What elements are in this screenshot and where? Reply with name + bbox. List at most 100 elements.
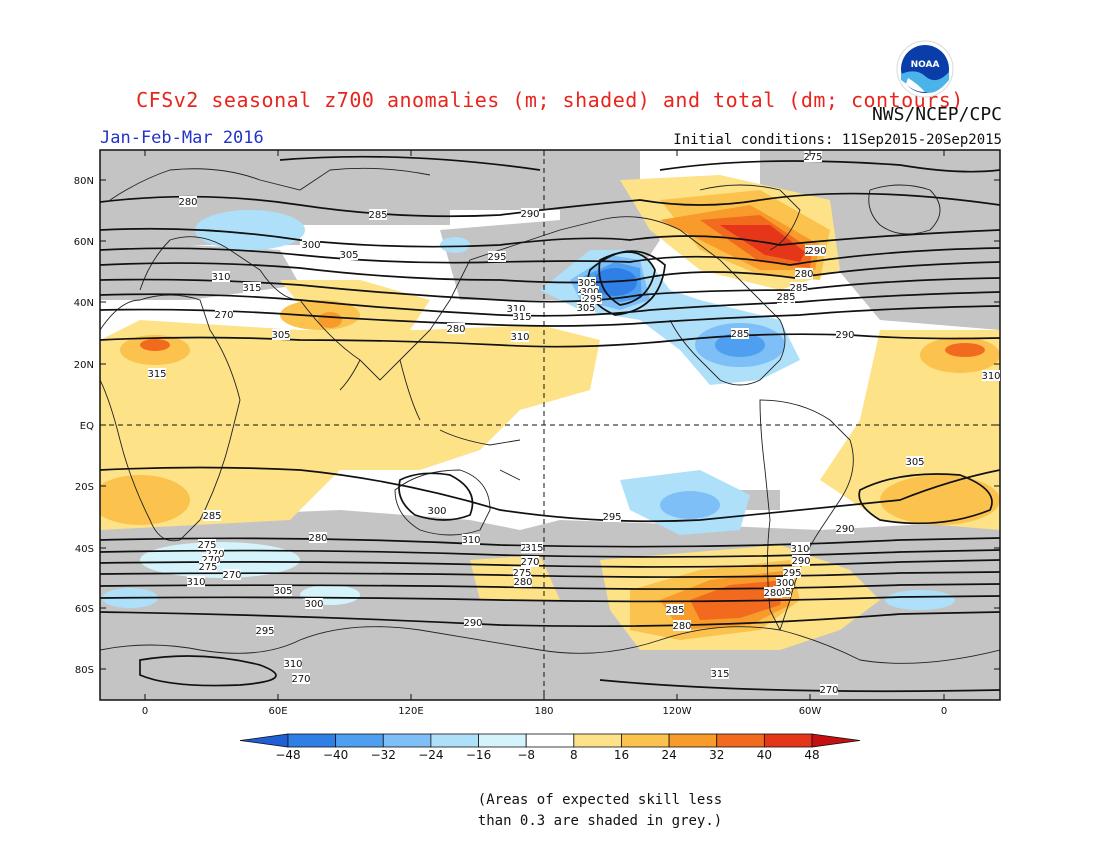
- contour-label-bg: [488, 251, 506, 262]
- colorbar-box: [573, 733, 622, 748]
- contour-label: 275: [198, 562, 217, 573]
- contour-label-bg: [272, 329, 290, 340]
- longitude-axis: 0 60E 120E 180 120W 60W 0: [142, 150, 947, 717]
- footnote-line-1: (Areas of expected skill less: [477, 792, 723, 808]
- colorbar-box: [763, 733, 813, 748]
- footnote-line-2: than 0.3 are shaded in grey.): [477, 813, 723, 829]
- contour-label: 285: [789, 283, 808, 294]
- contour-label-bg: [525, 542, 543, 553]
- lon-tick-label: 120E: [398, 706, 423, 717]
- contour-label-bg: [513, 311, 531, 322]
- contour-label: 275: [512, 568, 531, 579]
- noaa-logo-text: NOAA: [911, 60, 940, 70]
- contour-label: 315: [524, 543, 543, 554]
- colorbar-arrow-low: [239, 733, 289, 748]
- contour-label: 305: [905, 457, 924, 468]
- colorbar-tick-label: 24: [661, 748, 676, 762]
- contour-label: 280: [763, 588, 782, 599]
- contour-label: 310: [510, 332, 529, 343]
- lon-tick-label: 180: [534, 706, 553, 717]
- contour-labels: 2752802852902953003053103152702752802852…: [147, 151, 1001, 696]
- contour-label-bg: [243, 282, 261, 293]
- contour-label-bg: [764, 587, 782, 598]
- contour-label-bg: [284, 658, 302, 669]
- contour-label: 285: [776, 292, 795, 303]
- contour-label-bg: [795, 268, 813, 279]
- lon-tick-label: 60W: [799, 706, 822, 717]
- contour-label-bg: [982, 370, 1000, 381]
- contour-label-bg: [777, 291, 795, 302]
- contour-label-bg: [305, 598, 323, 609]
- contour-label-bg: [447, 323, 465, 334]
- lon-tick-label: 120W: [663, 706, 692, 717]
- contour-label-bg: [584, 293, 602, 304]
- colorbar-box: [478, 733, 527, 748]
- contour-label-bg: [711, 668, 729, 679]
- colorbar-tick-label: 48: [804, 748, 819, 762]
- contour-label: 310: [461, 535, 480, 546]
- contour-label-bg: [309, 532, 327, 543]
- contour-label: 305: [577, 278, 596, 289]
- contour-label-bg: [578, 277, 596, 288]
- lat-tick-label: 80N: [74, 176, 94, 187]
- contour-label: 310: [186, 577, 205, 588]
- contour-label-bg: [513, 567, 531, 578]
- colorbar-box: [287, 733, 337, 748]
- contour-label-bg: [148, 368, 166, 379]
- colorbar-tick-label: −40: [323, 748, 348, 762]
- contour-label: 280: [672, 621, 691, 632]
- contour-label: 290: [520, 209, 539, 220]
- contour-label: 270: [291, 674, 310, 685]
- contour-label-bg: [514, 576, 532, 587]
- contour-label: 315: [710, 669, 729, 680]
- contour-label-bg: [820, 684, 838, 695]
- lat-tick-label: 60S: [75, 604, 94, 615]
- colorbar-tick-label: 16: [614, 748, 629, 762]
- contour-label: 290: [807, 246, 826, 257]
- contour-label: 270: [222, 570, 241, 581]
- noaa-logo: NOAA: [896, 40, 954, 102]
- contour-label: 280: [513, 577, 532, 588]
- contour-label-bg: [223, 569, 241, 580]
- contour-label-bg: [340, 249, 358, 260]
- contour-label: 290: [791, 556, 810, 567]
- lat-tick-label: 40N: [74, 298, 94, 309]
- colorbar-box: [716, 733, 765, 748]
- contour-label-bg: [776, 577, 794, 588]
- colorbar-tick-label: −48: [275, 748, 300, 762]
- latitude-axis: 80N 60N 40N 20N EQ 20S 40S 60S 80S: [74, 176, 1000, 676]
- contour-label-bg: [206, 548, 224, 559]
- contour-label: 285: [665, 605, 684, 616]
- colorbar-box: [621, 733, 670, 748]
- noaa-logo-icon: NOAA: [896, 40, 954, 98]
- contour-label-bg: [521, 556, 539, 567]
- contour-label: 310: [506, 304, 525, 315]
- contour-label-bg: [302, 239, 320, 250]
- contour-label-bg: [462, 534, 480, 545]
- contour-label: 295: [255, 626, 274, 637]
- contour-label-bg: [198, 539, 216, 550]
- colorbar-box: [382, 733, 432, 748]
- contour-label-bg: [783, 567, 801, 578]
- map-title: CFSv2 seasonal z700 anomalies (m; shaded…: [136, 88, 964, 112]
- contour-label-bg: [212, 271, 230, 282]
- contour-label: 300: [580, 287, 599, 298]
- contour-label: 295: [782, 568, 801, 579]
- contour-label-bg: [199, 561, 217, 572]
- contour-label: 270: [201, 555, 220, 566]
- contour-label: 300: [775, 578, 794, 589]
- lon-tick-label: 0: [142, 706, 148, 717]
- contour-label: 285: [368, 210, 387, 221]
- colorbar-box: [668, 733, 718, 748]
- contour-label: 310: [790, 544, 809, 555]
- lon-tick-label: 60E: [268, 706, 287, 717]
- contour-label: 290: [463, 618, 482, 629]
- contour-label: 270: [520, 557, 539, 568]
- colorbar-box: [430, 733, 479, 748]
- contour-label-bg: [792, 555, 810, 566]
- contour-label-bg: [836, 329, 854, 340]
- contour-label: 280: [308, 533, 327, 544]
- initial-conditions: Initial conditions: 11Sep2015-20Sep2015: [673, 132, 1002, 148]
- contour-label: 270: [819, 685, 838, 696]
